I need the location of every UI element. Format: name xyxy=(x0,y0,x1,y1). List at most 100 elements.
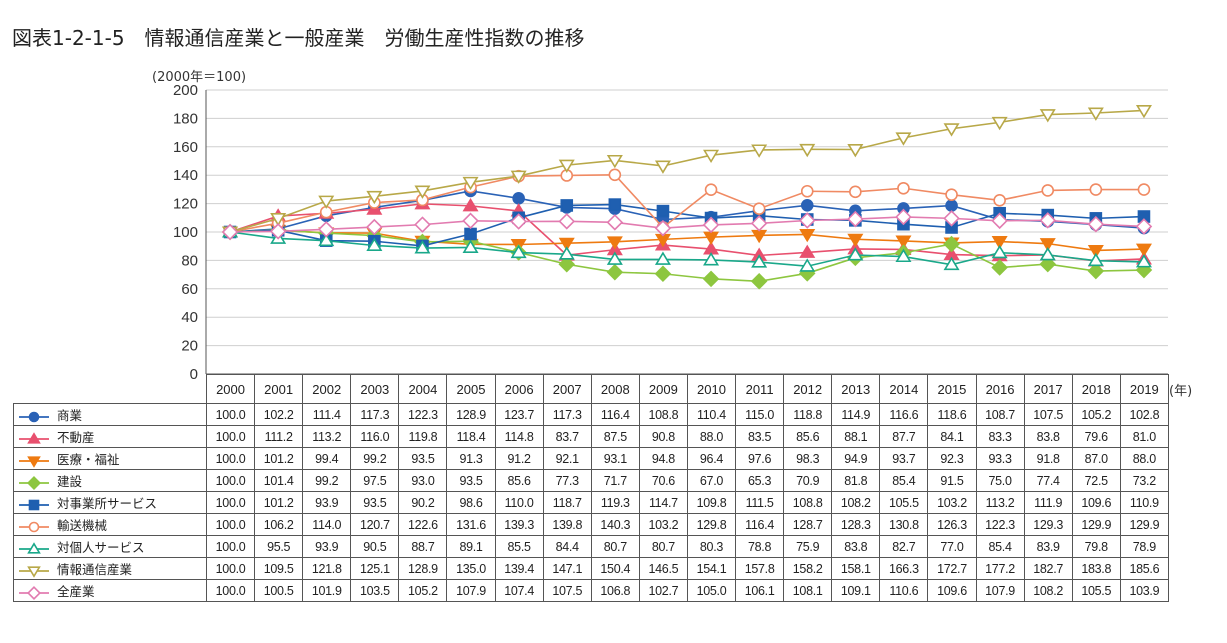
data-label: 107.5 xyxy=(542,579,592,602)
data-point xyxy=(270,213,287,227)
legend-entry: 不動産 xyxy=(13,425,207,448)
data-point xyxy=(558,255,576,273)
legend-entry: 対事業所サービス xyxy=(13,491,207,514)
series-7 xyxy=(222,104,1152,240)
data-label: 103.9 xyxy=(1119,579,1169,602)
data-point xyxy=(993,194,1006,207)
data-label: 93.5 xyxy=(398,447,448,470)
data-label: 101.2 xyxy=(254,491,304,514)
data-label: 87.7 xyxy=(879,425,929,448)
data-point xyxy=(510,244,527,259)
data-label: 166.3 xyxy=(879,557,929,580)
data-label: 100.0 xyxy=(205,425,256,448)
data-label: 93.9 xyxy=(302,491,352,514)
x-tick-label: 2006 xyxy=(494,374,544,404)
series-name: 商業 xyxy=(57,409,83,423)
x-tick-label: 2015 xyxy=(927,374,977,404)
data-point xyxy=(654,219,672,237)
data-label: 103.2 xyxy=(638,513,688,536)
data-label: 114.8 xyxy=(494,425,544,448)
x-tick-label: 2011 xyxy=(735,374,785,404)
x-tick-label: 2007 xyxy=(542,374,592,404)
data-label: 83.3 xyxy=(975,425,1025,448)
data-label: 129.9 xyxy=(1119,513,1169,536)
x-tick-label: 2016 xyxy=(975,374,1025,404)
data-label: 119.8 xyxy=(398,425,448,448)
legend-entry: 建設 xyxy=(13,469,207,492)
data-label: 139.3 xyxy=(494,513,544,536)
table-row: 建設 100.0 101.4 99.2 97.5 93.0 93.5 85.6 77.3 71.7… xyxy=(13,469,1169,492)
data-point xyxy=(608,198,622,211)
data-label: 78.9 xyxy=(1119,535,1169,558)
data-label: 177.2 xyxy=(975,557,1025,580)
data-point xyxy=(654,160,671,174)
data-point xyxy=(895,235,912,249)
data-label: 182.7 xyxy=(1023,557,1073,580)
legend-marker xyxy=(28,499,40,511)
data-label: 85.4 xyxy=(975,535,1025,558)
data-label: 89.1 xyxy=(446,535,496,558)
data-point xyxy=(558,237,575,252)
data-label: 119.3 xyxy=(590,491,640,514)
series-line xyxy=(229,109,1144,233)
legend-marker-icon xyxy=(19,475,49,490)
data-point xyxy=(702,270,720,288)
data-label: 80.7 xyxy=(590,535,640,558)
legend-marker-icon xyxy=(19,431,49,444)
data-label: 107.5 xyxy=(1023,403,1073,426)
data-label: 111.9 xyxy=(1023,491,1073,514)
legend-marker-icon xyxy=(19,411,49,423)
data-label: 130.8 xyxy=(879,513,929,536)
series-name: 対個人サービス xyxy=(57,541,145,555)
data-label: 106.1 xyxy=(735,579,785,602)
data-point xyxy=(703,252,720,266)
data-point xyxy=(1039,255,1057,273)
data-label: 102.8 xyxy=(1119,403,1169,426)
data-label: 93.3 xyxy=(975,447,1025,470)
legend-marker xyxy=(28,411,40,423)
data-label: 98.6 xyxy=(446,491,496,514)
data-point xyxy=(750,272,768,290)
data-label: 128.9 xyxy=(446,403,496,426)
data-label: 80.7 xyxy=(638,535,688,558)
data-label: 78.8 xyxy=(735,535,785,558)
data-label: 108.8 xyxy=(783,491,833,514)
x-tick-label: 2014 xyxy=(879,374,929,404)
data-label: 118.6 xyxy=(927,403,977,426)
data-point xyxy=(654,265,672,283)
data-label: 88.0 xyxy=(686,425,737,448)
data-label: 146.5 xyxy=(638,557,688,580)
data-point xyxy=(656,204,670,218)
legend-entry: 商業 xyxy=(13,403,207,426)
data-point xyxy=(462,176,479,191)
data-label: 117.3 xyxy=(542,403,592,426)
data-label: 111.5 xyxy=(735,491,785,514)
data-point xyxy=(704,183,718,196)
series-name: 建設 xyxy=(57,475,83,489)
data-point xyxy=(799,244,816,258)
y-tick-label: 140 xyxy=(173,167,198,184)
data-label: 135.0 xyxy=(446,557,496,580)
x-tick-label: 2012 xyxy=(783,374,833,404)
data-label: 122.3 xyxy=(398,403,448,426)
data-label: 121.8 xyxy=(302,557,352,580)
data-label: 109.6 xyxy=(1071,491,1121,514)
data-label: 91.8 xyxy=(1023,447,1073,470)
series-name: 医療・福祉 xyxy=(57,453,120,467)
data-point xyxy=(943,235,960,253)
data-label: 101.9 xyxy=(302,579,352,602)
data-label: 116.4 xyxy=(590,403,640,426)
data-label: 91.5 xyxy=(927,469,977,492)
data-point xyxy=(943,123,960,137)
data-point xyxy=(1039,212,1057,229)
data-point xyxy=(847,247,864,261)
table-row: 不動産 100.0 111.2 113.2 116.0 119.8 118.4 114.8 83… xyxy=(13,425,1169,448)
data-label: 100.0 xyxy=(205,557,256,580)
data-point xyxy=(799,228,816,243)
data-label: 118.8 xyxy=(783,403,833,426)
data-label: 140.3 xyxy=(590,513,640,536)
data-label: 110.6 xyxy=(879,579,929,602)
data-label: 100.0 xyxy=(205,513,256,536)
data-point xyxy=(1039,246,1056,261)
y-tick-label: 180 xyxy=(173,110,198,127)
